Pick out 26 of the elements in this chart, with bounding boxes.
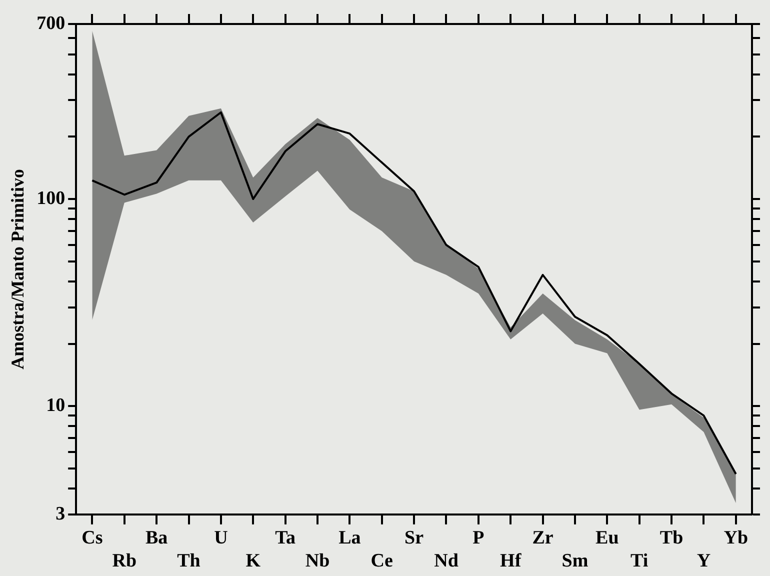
y-tick-label: 700 — [36, 12, 66, 34]
x-tick-label: U — [214, 528, 228, 549]
x-tick-label: Zr — [532, 528, 554, 549]
y-axis-title: Amostra/Manto Primitivo — [7, 168, 28, 370]
x-tick-label: La — [338, 528, 362, 549]
y-tick-label: 10 — [46, 395, 66, 416]
x-tick-label: Y — [696, 550, 711, 572]
x-tick-label: Cs — [82, 528, 103, 549]
y-tick-label: 100 — [36, 188, 66, 209]
x-tick-label: Ti — [630, 550, 648, 572]
x-tick-label: Ba — [145, 528, 168, 549]
x-tick-label: K — [246, 550, 261, 572]
x-tick-label: Yb — [724, 528, 748, 549]
x-tick-label: Sm — [562, 550, 588, 572]
x-tick-label: Nb — [305, 550, 330, 572]
x-tick-label: Ce — [370, 550, 393, 572]
y-tick-label: 3 — [56, 503, 66, 524]
x-tick-label: P — [472, 528, 485, 549]
x-tick-label: Hf — [500, 550, 522, 572]
x-tick-label: Rb — [112, 550, 137, 572]
x-tick-label: Nd — [434, 550, 459, 572]
x-tick-label: Sr — [404, 528, 424, 549]
x-tick-label: Ta — [275, 528, 296, 549]
x-tick-label: Eu — [596, 528, 620, 549]
x-tick-label: Tb — [660, 528, 684, 549]
x-tick-label: Th — [177, 550, 201, 572]
